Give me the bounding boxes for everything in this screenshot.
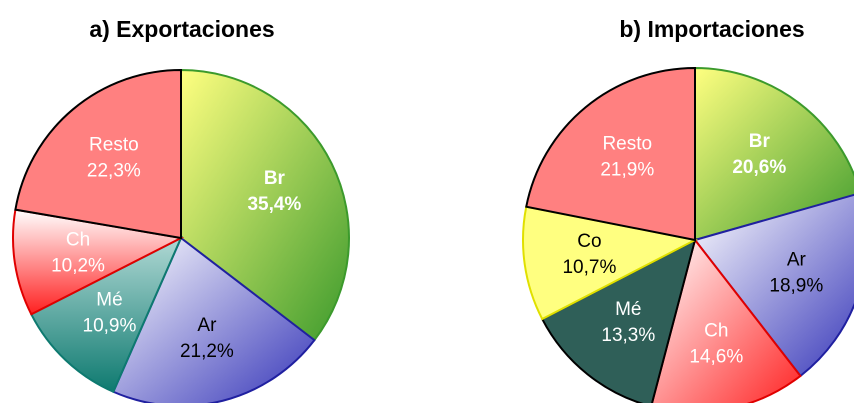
- pie-slice: [12, 208, 185, 316]
- value-label: 10,2%: [51, 256, 105, 277]
- value-label: 22,3%: [87, 160, 141, 181]
- pie-slice: [14, 68, 182, 240]
- slice-label: Ar: [197, 315, 217, 336]
- slice-label: Ch: [704, 321, 728, 342]
- pie-slice: [694, 66, 854, 242]
- value-label: 13,3%: [601, 325, 655, 346]
- pie-slice: [180, 68, 350, 342]
- value-label: 18,9%: [769, 275, 823, 296]
- value-label: 10,7%: [562, 257, 616, 278]
- pie-slice: [525, 66, 696, 242]
- slice-label: Br: [749, 131, 771, 152]
- value-label: 10,9%: [83, 316, 137, 337]
- slice-label: Mé: [96, 290, 122, 311]
- pie-slice: [29, 235, 184, 394]
- value-label: 20,6%: [732, 157, 786, 178]
- pie-slice: [540, 238, 697, 403]
- slice-label: Resto: [602, 134, 652, 155]
- slice-label: Co: [577, 231, 601, 252]
- pie-slice: [651, 237, 802, 403]
- chart-title: a) Exportaciones: [89, 16, 274, 42]
- chart-title: b) Importaciones: [619, 16, 804, 42]
- slice-label: Br: [264, 168, 286, 189]
- pie-slice: [522, 205, 699, 321]
- value-label: 35,4%: [247, 194, 301, 215]
- slice-label: Ar: [787, 249, 807, 270]
- pie-slice: [693, 193, 854, 378]
- slice-label: Ch: [66, 230, 90, 251]
- value-label: 21,9%: [600, 160, 654, 181]
- value-label: 14,6%: [689, 347, 743, 368]
- slice-label: Mé: [615, 299, 641, 320]
- slice-label: Resto: [89, 134, 139, 155]
- value-label: 21,2%: [180, 341, 234, 362]
